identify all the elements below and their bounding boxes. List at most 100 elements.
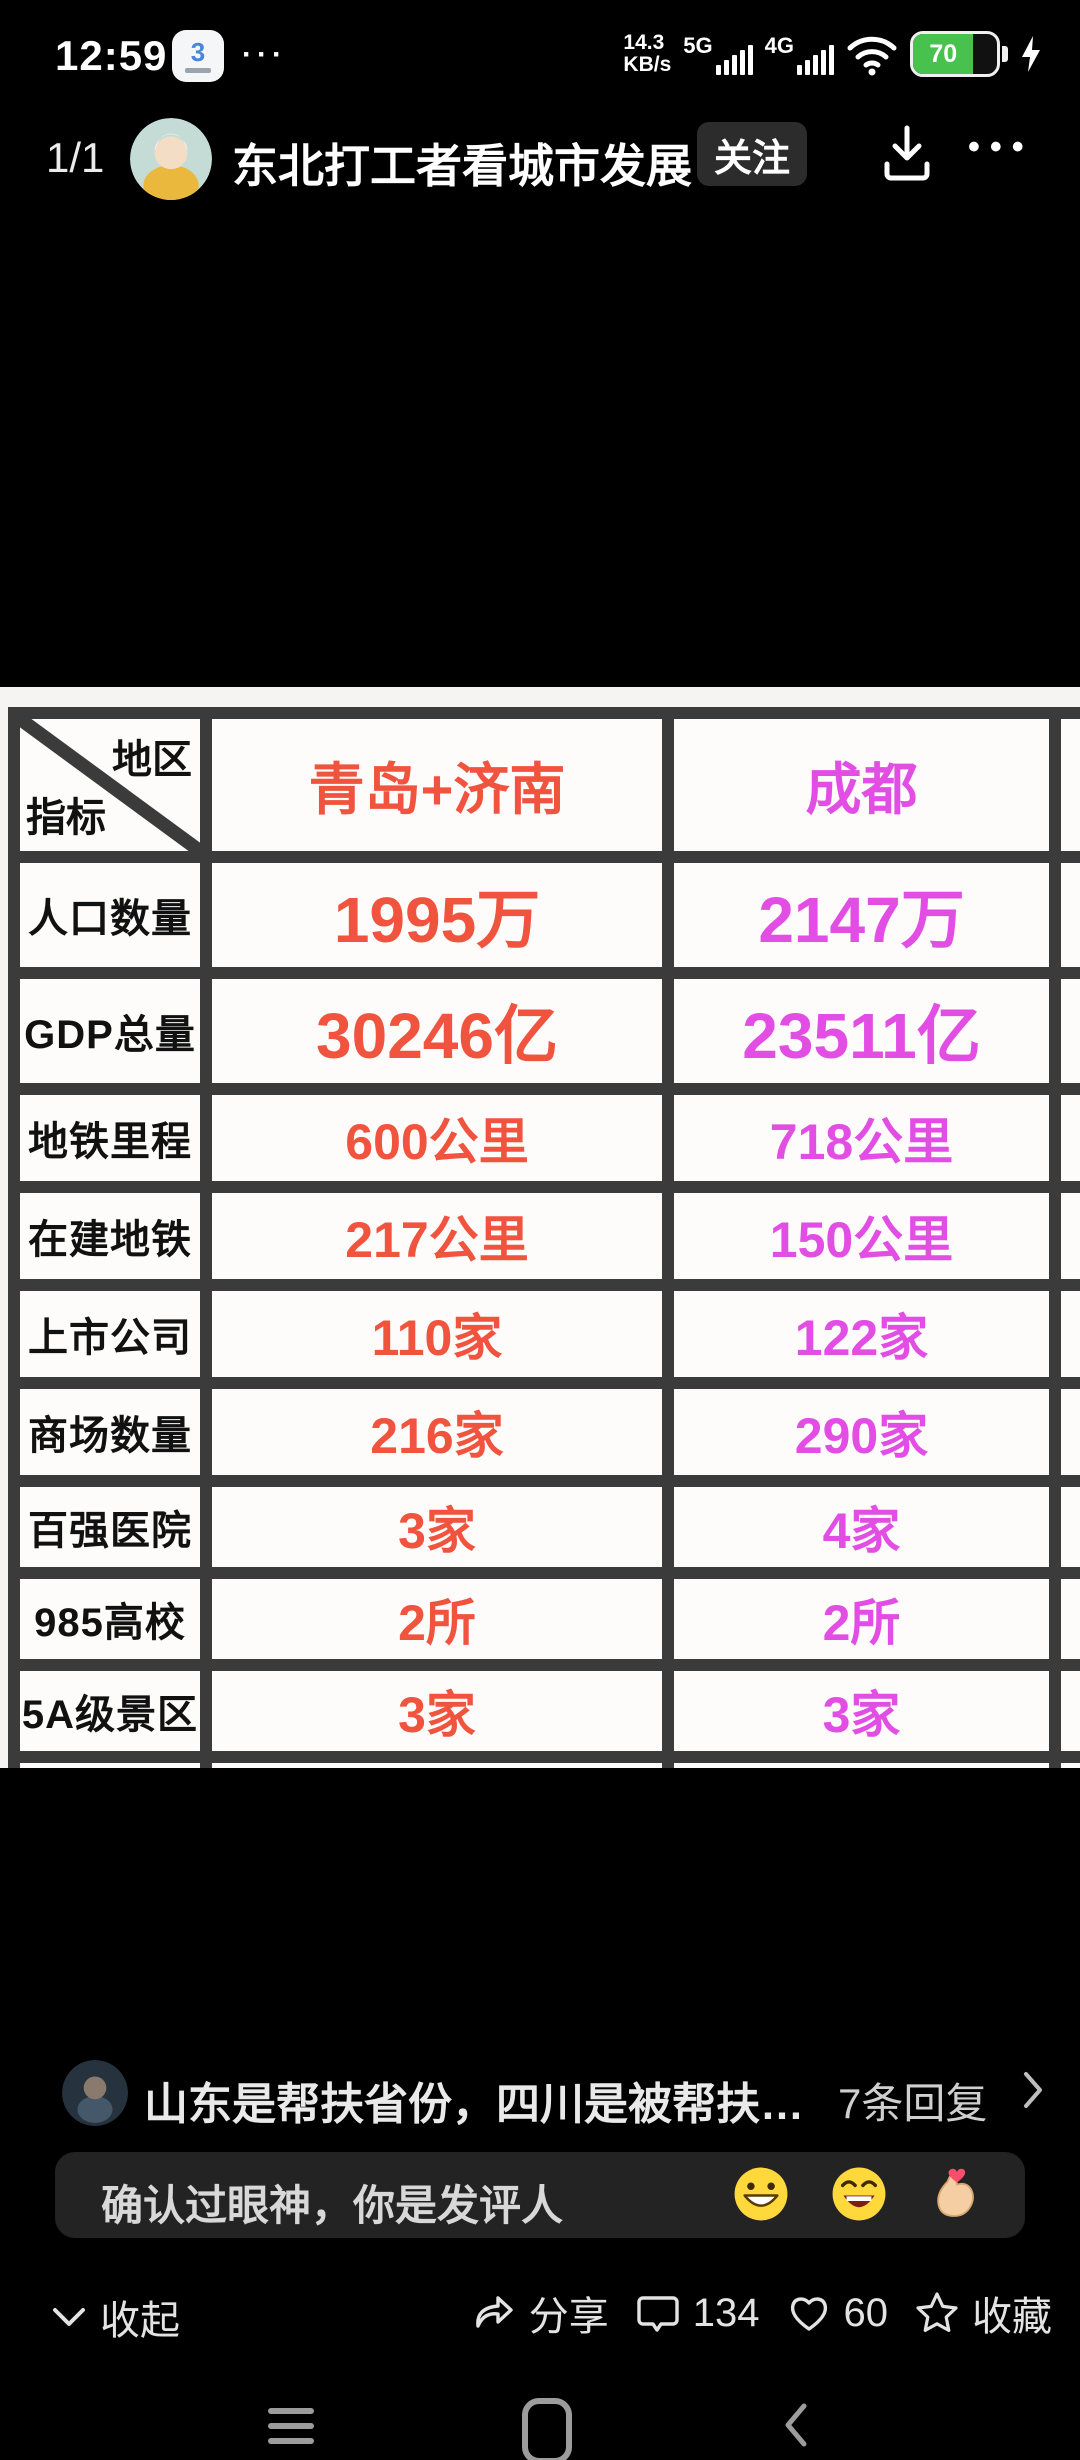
notification-badge: 3 xyxy=(172,30,224,82)
qingdao-jinan-value: 600公里 xyxy=(212,1095,662,1181)
wifi-icon xyxy=(847,36,897,76)
like-button[interactable]: 60 xyxy=(786,2290,889,2336)
sim1-type: 5G xyxy=(683,33,713,58)
row-label: 在建地铁 xyxy=(20,1193,200,1279)
system-nav-bar xyxy=(0,2392,1080,2460)
chengdu-value: 23511亿 xyxy=(674,979,1049,1083)
table-cell-cropped xyxy=(1061,979,1080,1083)
notification-count: 3 xyxy=(190,37,206,67)
signal-bars-icon xyxy=(797,41,834,75)
commenter-avatar-image xyxy=(62,2060,128,2126)
column-header-qingdao-jinan: 青岛+济南 xyxy=(212,719,662,851)
post-header: 1/1 东北打工者看城市发展 关注 ••• xyxy=(0,108,1080,212)
chengdu-value: 2147万 xyxy=(674,863,1049,967)
author-avatar-image xyxy=(130,118,212,200)
qingdao-jinan-value: 3家 xyxy=(212,1671,662,1751)
more-options-button[interactable]: ••• xyxy=(968,128,1034,166)
charging-bolt-icon xyxy=(1022,36,1040,72)
table-cell-cropped xyxy=(1061,1193,1080,1279)
grin-emoji-icon[interactable] xyxy=(733,2166,789,2222)
collapse-label: 收起 xyxy=(100,2299,180,2343)
notification-badge-subtext xyxy=(185,68,211,73)
favorite-button[interactable]: 收藏 xyxy=(914,2284,1052,2342)
table-cell-cropped xyxy=(1061,1671,1080,1751)
qingdao-jinan-value: 216家 xyxy=(212,1389,662,1475)
qingdao-jinan-value: 30246亿 xyxy=(212,979,662,1083)
quick-emoji-row xyxy=(733,2166,985,2222)
recents-menu-button[interactable] xyxy=(268,2408,314,2444)
back-button[interactable] xyxy=(782,2402,808,2448)
comments-count: 134 xyxy=(692,2290,760,2335)
corner-label-metric: 指标 xyxy=(26,796,106,840)
comments-button[interactable]: 134 xyxy=(635,2290,760,2336)
battery-icon: 70 xyxy=(910,31,1008,77)
chengdu-value: 718公里 xyxy=(674,1095,1049,1181)
table-cell-cropped xyxy=(1061,1291,1080,1377)
row-label: 地铁里程 xyxy=(20,1095,200,1181)
post-image[interactable]: 地区 指标 青岛+济南 成都 人口数量 1995万 2147万 GDP总量 30… xyxy=(0,687,1080,1768)
row-label: 上市公司 xyxy=(20,1291,200,1377)
row-label: 商场数量 xyxy=(20,1389,200,1475)
laugh-emoji-icon[interactable] xyxy=(831,2166,887,2222)
row-label: 5A级景区 xyxy=(20,1671,200,1751)
network-speed: 14.3 KB/s xyxy=(623,32,671,76)
row-label: GDP总量 xyxy=(20,979,200,1083)
comment-bubble-icon xyxy=(637,2296,679,2332)
comment-input-placeholder: 确认过眼神，你是发评人 xyxy=(101,2182,564,2229)
download-button[interactable] xyxy=(882,124,932,182)
engagement-actions: 分享 134 60 收藏 xyxy=(471,2284,1052,2342)
author-avatar[interactable] xyxy=(130,118,212,200)
collapse-comments-button[interactable]: 收起 xyxy=(52,2288,180,2346)
share-button[interactable]: 分享 xyxy=(471,2284,609,2342)
table-cell-cropped xyxy=(1061,1095,1080,1181)
network-speed-value: 14.3 xyxy=(623,31,665,54)
chevron-down-icon xyxy=(53,2308,85,2326)
sim2-type: 4G xyxy=(764,33,794,58)
home-button[interactable] xyxy=(522,2398,572,2460)
reply-count[interactable]: 7条回复 xyxy=(838,2080,988,2127)
table-cell-cropped xyxy=(1061,1579,1080,1659)
share-label: 分享 xyxy=(528,2295,609,2339)
table-cell-cropped xyxy=(1061,1389,1080,1475)
qingdao-jinan-value: 3家 xyxy=(212,1487,662,1567)
battery-percent: 70 xyxy=(929,39,958,68)
row-label: 人口数量 xyxy=(20,863,200,967)
comparison-table: 地区 指标 青岛+济南 成都 人口数量 1995万 2147万 GDP总量 30… xyxy=(8,707,1080,1768)
chengdu-value: 2所 xyxy=(674,1579,1049,1659)
table-corner-cell: 地区 指标 xyxy=(20,719,200,851)
clock: 12:59 xyxy=(55,32,168,79)
row-label: 百强医院 xyxy=(20,1487,200,1567)
table-cell-cropped xyxy=(20,1763,200,1768)
chengdu-value: 290家 xyxy=(674,1389,1049,1475)
corner-label-region: 地区 xyxy=(112,738,192,782)
network-speed-unit: KB/s xyxy=(623,53,672,76)
qingdao-jinan-value: 110家 xyxy=(212,1291,662,1377)
sim1-signal: 5G xyxy=(683,33,753,75)
status-more-icon: ··· xyxy=(242,38,287,71)
author-username[interactable]: 东北打工者看城市发展 xyxy=(232,140,692,192)
image-pager: 1/1 xyxy=(46,134,105,181)
chengdu-value: 3家 xyxy=(674,1671,1049,1751)
share-icon xyxy=(475,2296,513,2328)
commenter-avatar[interactable] xyxy=(62,2060,128,2126)
table-cell-cropped xyxy=(1061,1487,1080,1567)
likes-count: 60 xyxy=(843,2290,889,2335)
comment-text[interactable]: 山东是帮扶省份，四川是被帮扶… xyxy=(144,2080,804,2129)
chevron-right-icon[interactable] xyxy=(1022,2070,1044,2110)
follow-button[interactable]: 关注 xyxy=(697,122,807,186)
table-cell-cropped xyxy=(1061,863,1080,967)
top-comment[interactable]: 山东是帮扶省份，四川是被帮扶… 7条回复 xyxy=(0,2056,1080,2136)
sim2-signal: 4G xyxy=(765,33,834,75)
table-cell-cropped xyxy=(1061,1763,1080,1768)
status-icons: 14.3 KB/s 5G 4G xyxy=(623,24,1042,84)
table-cell-cropped xyxy=(1061,719,1080,851)
signal-bars-icon xyxy=(715,41,753,75)
finger-heart-emoji-icon[interactable] xyxy=(929,2166,985,2222)
row-label: 985高校 xyxy=(20,1579,200,1659)
comment-input[interactable]: 确认过眼神，你是发评人 xyxy=(55,2152,1025,2238)
chengdu-value: 4家 xyxy=(674,1487,1049,1567)
table-cell-cropped xyxy=(212,1763,662,1768)
qingdao-jinan-value: 2所 xyxy=(212,1579,662,1659)
qingdao-jinan-value: 217公里 xyxy=(212,1193,662,1279)
